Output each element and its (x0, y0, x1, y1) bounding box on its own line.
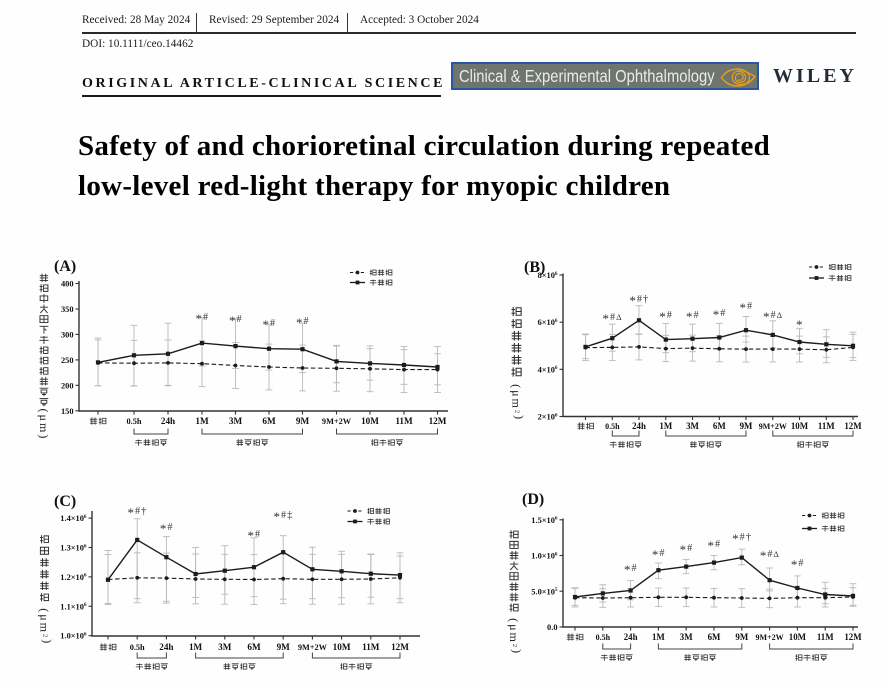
svg-text:3M: 3M (680, 632, 693, 642)
svg-text:*#Δ: *#Δ (760, 548, 780, 563)
svg-text:12M: 12M (429, 416, 447, 426)
svg-text:11M: 11M (395, 416, 413, 426)
svg-text:24h: 24h (159, 642, 173, 652)
svg-text:1M: 1M (652, 632, 665, 642)
svg-text:(C): (C) (54, 493, 76, 510)
svg-text:*#†: *#† (128, 505, 147, 520)
svg-text:1M: 1M (659, 421, 672, 431)
svg-text:*#: *# (713, 307, 726, 322)
svg-text:*#: *# (739, 300, 752, 315)
svg-text:*#: *# (680, 542, 693, 557)
svg-text:24h: 24h (161, 416, 175, 426)
svg-text:1.1×106: 1.1×106 (60, 602, 87, 611)
svg-text:9M: 9M (735, 632, 748, 642)
svg-text:3M: 3M (686, 421, 699, 431)
svg-text:200: 200 (61, 381, 74, 390)
svg-text:0.5h: 0.5h (605, 422, 620, 431)
svg-text:10M: 10M (791, 421, 809, 431)
svg-text:6M: 6M (708, 632, 721, 642)
svg-text:9M: 9M (740, 421, 753, 431)
svg-text:*#: *# (229, 313, 242, 328)
svg-text:10M: 10M (789, 632, 807, 642)
svg-text:9M: 9M (296, 416, 310, 426)
svg-text:1.2×106: 1.2×106 (60, 573, 87, 582)
svg-text:1.5×106: 1.5×106 (531, 516, 558, 525)
svg-text:*#: *# (686, 309, 699, 324)
svg-text:*: * (796, 317, 803, 332)
svg-text:*#: *# (160, 521, 173, 536)
svg-text:6M: 6M (713, 421, 726, 431)
svg-text:(μm): (μm) (37, 409, 51, 441)
svg-text:*#: *# (707, 538, 720, 553)
svg-text:0.5h: 0.5h (130, 643, 145, 652)
svg-text:*#: *# (296, 315, 309, 330)
svg-text:(μm2): (μm2) (38, 608, 55, 645)
svg-text:0.5h: 0.5h (127, 417, 142, 426)
svg-text:9M+2W: 9M+2W (756, 633, 784, 642)
svg-text:*#: *# (195, 311, 208, 326)
svg-text:11M: 11M (818, 421, 835, 431)
svg-text:350: 350 (61, 305, 74, 314)
svg-text:150: 150 (61, 407, 74, 416)
svg-text:1.0×106: 1.0×106 (60, 632, 87, 641)
svg-text:10M: 10M (361, 416, 379, 426)
svg-text:8×106: 8×106 (538, 271, 558, 280)
svg-text:*#: *# (791, 557, 804, 572)
svg-text:*#: *# (659, 309, 672, 324)
svg-text:6M: 6M (262, 416, 276, 426)
svg-text:9M+2W: 9M+2W (759, 422, 787, 431)
svg-text:12M: 12M (391, 642, 409, 652)
svg-text:1.4×106: 1.4×106 (60, 514, 87, 523)
svg-text:(A): (A) (54, 258, 76, 275)
svg-text:*#: *# (262, 317, 275, 332)
svg-text:6M: 6M (247, 642, 261, 652)
svg-text:*#†: *#† (732, 531, 751, 546)
svg-text:1.0×106: 1.0×106 (531, 551, 558, 560)
svg-text:2×106: 2×106 (538, 412, 558, 421)
svg-text:12M: 12M (844, 632, 862, 642)
svg-text:0.0: 0.0 (547, 623, 557, 632)
svg-text:6×106: 6×106 (538, 318, 558, 327)
svg-text:9M+2W: 9M+2W (298, 643, 328, 652)
svg-text:11M: 11M (817, 632, 834, 642)
svg-text:(μm2): (μm2) (510, 384, 527, 421)
svg-text:10M: 10M (333, 642, 351, 652)
svg-text:4×106: 4×106 (538, 365, 558, 374)
svg-text:1.3×106: 1.3×106 (60, 543, 87, 552)
svg-text:12M: 12M (844, 421, 862, 431)
svg-text:1M: 1M (195, 416, 209, 426)
svg-text:9M: 9M (277, 642, 291, 652)
svg-text:(D): (D) (522, 491, 544, 508)
svg-text:300: 300 (61, 330, 74, 339)
svg-text:11M: 11M (362, 642, 380, 652)
svg-text:9M+2W: 9M+2W (322, 417, 352, 426)
svg-text:24h: 24h (624, 632, 638, 642)
svg-text:*#Δ: *#Δ (603, 311, 623, 326)
svg-text:*#: *# (652, 547, 665, 562)
svg-text:*#Δ: *#Δ (763, 309, 783, 324)
svg-text:3M: 3M (229, 416, 243, 426)
svg-text:5.0×105: 5.0×105 (531, 587, 558, 596)
svg-text:3M: 3M (218, 642, 232, 652)
svg-text:250: 250 (61, 356, 74, 365)
svg-text:*#: *# (247, 528, 260, 543)
svg-text:*#†: *#† (629, 293, 648, 308)
svg-text:0.5h: 0.5h (596, 633, 611, 642)
svg-text:*#‡: *#‡ (274, 509, 293, 524)
svg-text:(μm2): (μm2) (507, 618, 524, 655)
svg-text:*#: *# (624, 562, 637, 577)
svg-text:1M: 1M (189, 642, 203, 652)
svg-text:400: 400 (61, 280, 74, 289)
svg-text:(B): (B) (524, 259, 545, 276)
svg-text:24h: 24h (632, 421, 646, 431)
